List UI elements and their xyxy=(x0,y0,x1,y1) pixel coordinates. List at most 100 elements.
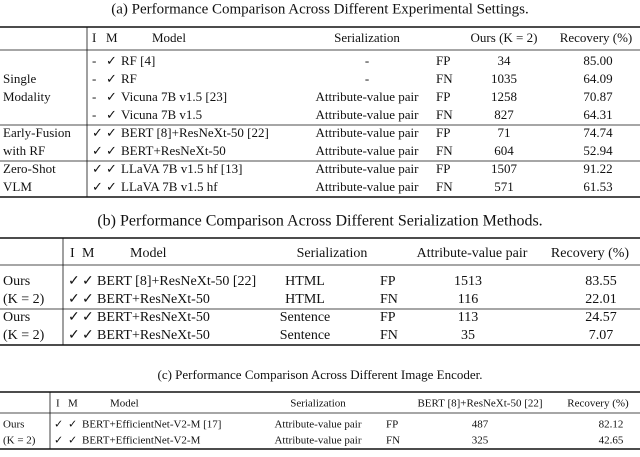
table-cell: FP xyxy=(380,274,396,289)
table-cell: 22.01 xyxy=(585,292,617,307)
table-cell: FN xyxy=(436,107,453,122)
table-cell: 74.74 xyxy=(583,125,613,140)
group-label: Ours xyxy=(3,274,30,289)
column-header: Ours (K = 2) xyxy=(471,30,538,45)
table-cell: - xyxy=(365,71,369,86)
table-cell: BERT+ResNeXt-50 xyxy=(97,292,210,307)
table-cell: BERT+ResNeXt-50 xyxy=(97,310,210,325)
table-cell: ✓ xyxy=(92,161,103,176)
table-cell: 82.12 xyxy=(599,419,624,431)
column-header: I xyxy=(56,398,60,410)
column-header: I xyxy=(70,246,75,261)
table-cell: BERT+ResNeXt-50 xyxy=(97,328,210,343)
table-cell: - xyxy=(92,107,96,122)
table-cell: Attribute-value pair xyxy=(274,419,361,431)
table-cell: ✓ xyxy=(106,89,117,104)
table-cell: - xyxy=(92,53,96,68)
column-header: Recovery (%) xyxy=(560,30,633,45)
column-header: Model xyxy=(152,30,186,45)
table-cell: Attribute-value pair xyxy=(316,161,420,176)
table-cell: ✓ xyxy=(68,274,80,289)
column-header: Serialization xyxy=(297,246,368,261)
table-cell: FP xyxy=(380,310,396,325)
table-cell: Attribute-value pair xyxy=(316,179,420,194)
table-cell: ✓ xyxy=(106,179,117,194)
table-cell: ✓ xyxy=(106,161,117,176)
table-cell: Attribute-value pair xyxy=(274,435,361,447)
table-cell: 83.55 xyxy=(585,274,617,289)
column-header: M xyxy=(68,398,78,410)
table-cell: RF xyxy=(121,71,137,86)
column-header: M xyxy=(106,30,118,45)
table-cell: Attribute-value pair xyxy=(316,89,420,104)
table-cell: - xyxy=(92,71,96,86)
table-cell: 91.22 xyxy=(583,161,612,176)
table-cell: - xyxy=(365,53,369,68)
table-cell: 70.87 xyxy=(583,89,613,104)
table-cell: ✓ xyxy=(54,419,63,431)
table-cell: ✓ xyxy=(82,328,94,343)
table-cell: 61.53 xyxy=(583,179,612,194)
column-header: I xyxy=(92,30,96,45)
table-caption: (c) Performance Comparison Across Differ… xyxy=(157,367,482,382)
table-cell: ✓ xyxy=(68,435,77,447)
table-cell: LLaVA 7B v1.5 hf xyxy=(121,179,218,194)
table-caption: (a) Performance Comparison Across Differ… xyxy=(111,1,529,17)
column-header: Serialization xyxy=(290,398,346,410)
column-header: Attribute-value pair xyxy=(417,246,528,261)
group-label: Early-Fusion xyxy=(3,125,71,140)
table-cell: 24.57 xyxy=(585,310,617,325)
table-cell: 64.09 xyxy=(583,71,612,86)
table-cell: FP xyxy=(436,89,450,104)
table-cell: 116 xyxy=(458,292,478,307)
table-cell: ✓ xyxy=(106,143,117,158)
table-cell: 571 xyxy=(494,179,514,194)
table-cell: - xyxy=(92,89,96,104)
table-cell: 42.65 xyxy=(599,435,624,447)
table-cell: 85.00 xyxy=(583,53,612,68)
table-cell: ✓ xyxy=(106,125,117,140)
table-cell: 113 xyxy=(458,310,478,325)
table-cell: 71 xyxy=(498,125,511,140)
table-cell: FP xyxy=(386,419,398,431)
table-cell: FN xyxy=(380,292,398,307)
column-header: BERT [8]+ResNeXt-50 [22] xyxy=(417,398,542,410)
table-cell: ✓ xyxy=(82,310,94,325)
group-label: (K = 2) xyxy=(3,328,45,343)
table-cell: BERT [8]+ResNeXt-50 [22] xyxy=(121,125,269,140)
table-cell: FN xyxy=(436,179,453,194)
table-cell: 34 xyxy=(498,53,512,68)
table-caption: (b) Performance Comparison Across Differ… xyxy=(97,213,542,230)
table-cell: ✓ xyxy=(106,71,117,86)
table-cell: Attribute-value pair xyxy=(316,125,420,140)
table-cell: 7.07 xyxy=(589,328,614,343)
table-cell: FN xyxy=(380,328,398,343)
table-cell: ✓ xyxy=(82,274,94,289)
table-cell: FP xyxy=(436,53,450,68)
column-header: Serialization xyxy=(334,30,400,45)
table-cell: 604 xyxy=(494,143,514,158)
table-cell: BERT [8]+ResNeXt-50 [22] xyxy=(97,274,256,289)
table-cell: ✓ xyxy=(68,292,80,307)
group-label: (K = 2) xyxy=(3,292,45,307)
column-header: Model xyxy=(110,398,139,410)
table-cell: ✓ xyxy=(106,107,117,122)
table-cell: Attribute-value pair xyxy=(316,143,420,158)
table-cell: ✓ xyxy=(68,310,80,325)
group-label: Modality xyxy=(3,89,51,104)
table-cell: 64.31 xyxy=(583,107,612,122)
column-header: Model xyxy=(130,246,167,261)
table-cell: BERT+EfficientNet-V2-M xyxy=(82,435,201,447)
table-cell: 1035 xyxy=(491,71,517,86)
column-header: M xyxy=(82,246,95,261)
table-cell: BERT+EfficientNet-V2-M [17] xyxy=(82,419,221,431)
table-cell: 1258 xyxy=(491,89,517,104)
table-cell: Vicuna 7B v1.5 xyxy=(121,107,202,122)
table-cell: Sentence xyxy=(280,328,331,343)
table-cell: FN xyxy=(436,143,453,158)
column-header: Recovery (%) xyxy=(551,246,629,261)
column-header: Recovery (%) xyxy=(567,398,629,410)
table-cell: ✓ xyxy=(82,292,94,307)
table-cell: 1507 xyxy=(491,161,518,176)
